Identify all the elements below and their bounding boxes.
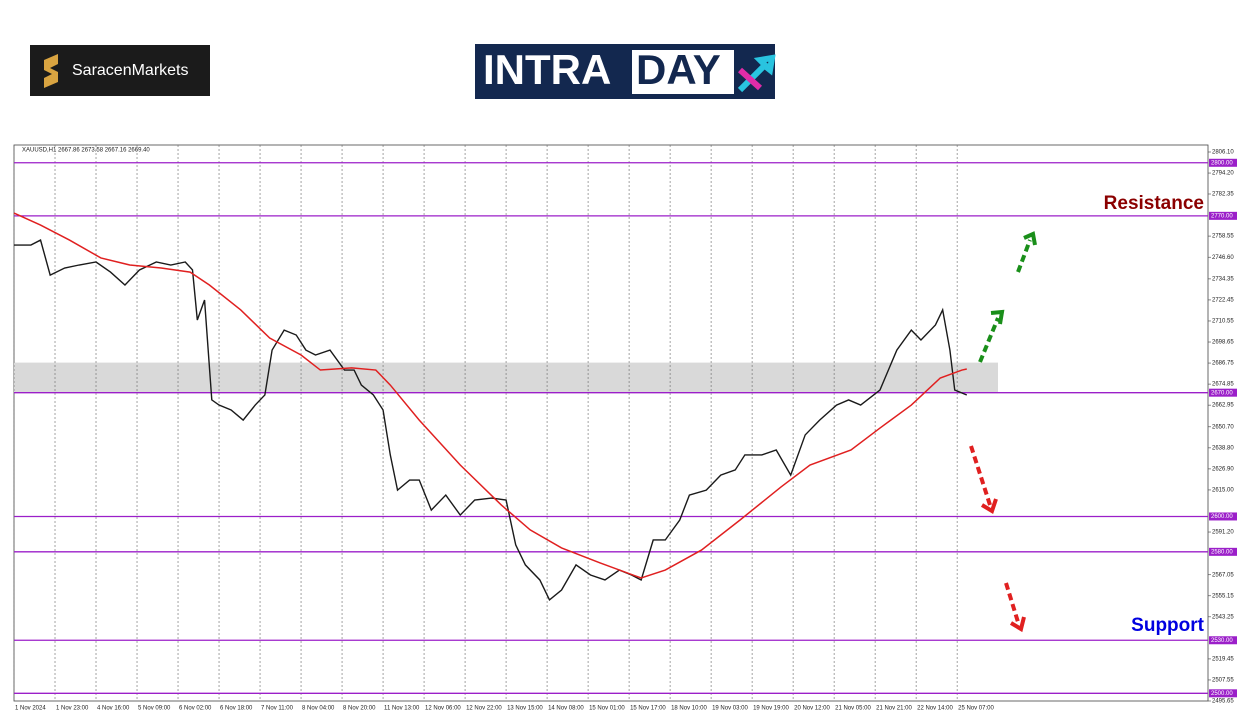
level-label: 2670.00 [1211,390,1233,396]
support-label: Support [1131,615,1204,636]
up-arrow-head [990,309,1005,325]
y-tick-label: 2806.10 [1212,150,1234,156]
y-tick-label: 2794.20 [1212,171,1234,177]
broker-logo-box [30,45,210,96]
down-arrow [969,445,992,506]
x-tick-label: 1 Nov 2024 [15,706,46,712]
level-tag [1209,512,1237,521]
level-tag [1209,158,1237,167]
down-arrow-head [980,498,998,514]
x-tick-label: 6 Nov 02:00 [179,706,212,712]
x-tick-label: 6 Nov 18:00 [220,706,253,712]
level-tag [1209,211,1237,220]
x-tick-label: 15 Nov 01:00 [589,706,625,712]
plot-frame [13,144,1209,702]
x-tick-label: 21 Nov 05:00 [835,706,871,712]
y-tick-label: 2638.80 [1212,445,1234,451]
y-tick-label: 2758.55 [1212,234,1234,240]
y-tick-label: 2615.00 [1212,488,1234,494]
x-tick-label: 21 Nov 21:00 [876,706,912,712]
level-tag [1209,388,1237,397]
y-tick-label: 2507.55 [1212,678,1234,684]
x-tick-label: 8 Nov 20:00 [343,706,376,712]
y-tick-label: 2650.70 [1212,424,1234,430]
x-tick-label: 12 Nov 06:00 [425,706,461,712]
intraday-logo-text: DAY [636,46,721,93]
logo-arrow [737,67,763,91]
level-tag [1209,636,1237,645]
y-tick-label: 2591.20 [1212,530,1234,536]
resistance-label: Resistance [1104,193,1204,214]
down-arrow [1004,582,1020,623]
level-label: 2580.00 [1211,549,1233,555]
y-tick-label: 2519.45 [1212,656,1234,662]
up-arrow [978,317,1000,363]
y-tick-label: 2567.05 [1212,572,1234,578]
logo-arrow [737,54,776,93]
x-tick-label: 5 Nov 09:00 [138,706,171,712]
trend-arrows [969,231,1037,633]
y-tick-label: 2686.75 [1212,361,1234,367]
intraday-logo-text: INTRA [483,46,611,93]
y-tick-label: 2626.90 [1212,466,1234,472]
y-tick-label: 2495.65 [1212,699,1234,705]
x-tick-label: 20 Nov 12:00 [794,706,830,712]
y-tick-label: 2662.95 [1212,403,1234,409]
level-label: 2770.00 [1211,213,1233,219]
level-tag [1209,689,1237,698]
y-tick-label: 2722.45 [1212,298,1234,304]
down-arrow-head [1009,616,1026,633]
x-tick-label: 12 Nov 22:00 [466,706,502,712]
level-label: 2800.00 [1211,160,1233,166]
x-tick-label: 19 Nov 03:00 [712,706,748,712]
x-tick-label: 4 Nov 16:00 [97,706,130,712]
broker-logo-text: SaracenMarkets [72,62,189,79]
y-tick-label: 2734.35 [1212,276,1234,282]
x-tick-label: 15 Nov 17:00 [630,706,666,712]
level-tag [1209,547,1237,556]
x-tick-label: 7 Nov 11:00 [261,706,294,712]
x-tick-label: 22 Nov 14:00 [917,706,953,712]
moving-average [13,212,967,579]
x-tick-label: 19 Nov 19:00 [753,706,789,712]
x-tick-label: 18 Nov 10:00 [671,706,707,712]
level-label: 2600.00 [1211,514,1233,520]
x-tick-label: 1 Nov 23:00 [56,706,89,712]
y-tick-label: 2782.35 [1212,192,1234,198]
x-tick-label: 13 Nov 15:00 [507,706,543,712]
level-label: 2530.00 [1211,638,1233,644]
y-tick-label: 2698.65 [1212,340,1234,346]
y-tick-label: 2555.15 [1212,593,1234,599]
up-arrow-head [1023,231,1037,246]
x-tick-label: 14 Nov 08:00 [548,706,584,712]
x-tick-label: 25 Nov 07:00 [958,706,994,712]
y-tick-label: 2746.60 [1212,255,1234,261]
y-tick-label: 2674.85 [1212,382,1234,388]
y-tick-label: 2710.55 [1212,319,1234,325]
y-tick-label: 2543.25 [1212,614,1234,620]
level-label: 2500.00 [1211,691,1233,697]
up-arrow [1016,239,1032,273]
broker-logo-icon [44,54,58,88]
intraday-logo-inverse [632,50,734,94]
x-tick-label: 8 Nov 04:00 [302,706,335,712]
x-tick-label: 11 Nov 13:00 [384,706,420,712]
price-line [14,239,968,602]
symbol-info: XAUUSD,H1 2667.86 2673.58 2667.16 2669.4… [22,148,150,154]
